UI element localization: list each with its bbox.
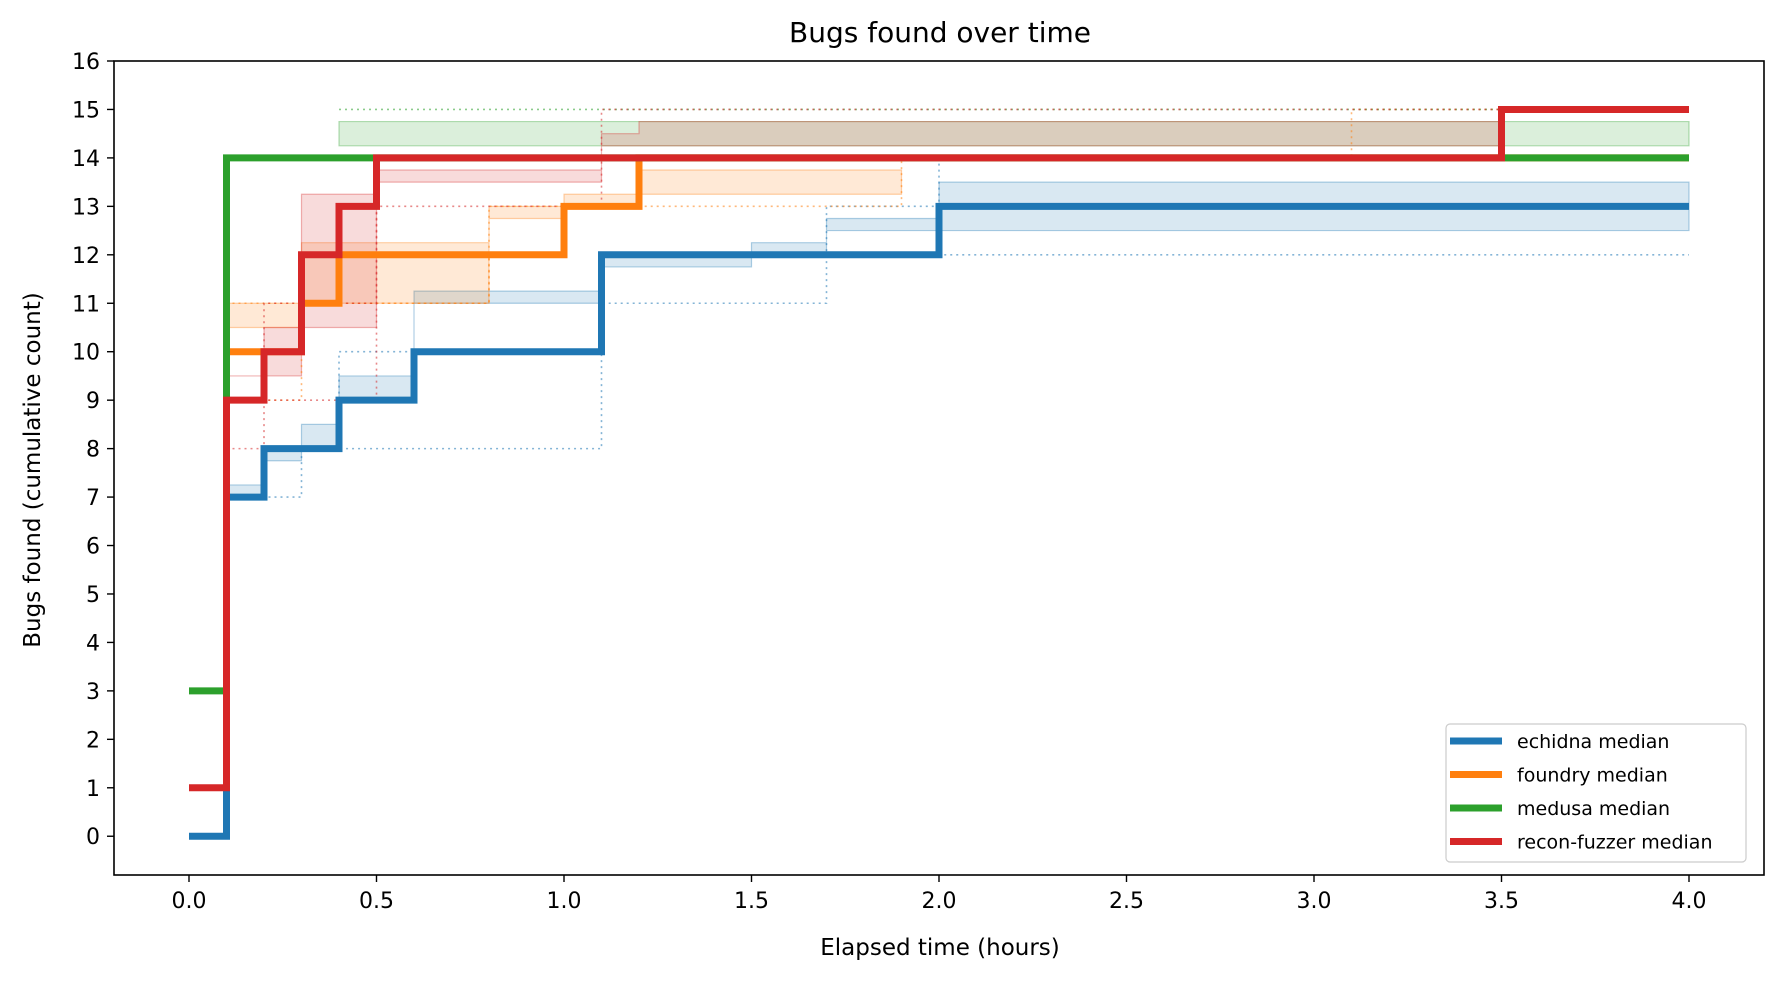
y-axis-label: Bugs found (cumulative count) — [20, 292, 46, 648]
y-tick-label: 11 — [72, 292, 100, 317]
echidna-median-max-line — [226, 157, 1689, 498]
x-axis-label: Elapsed time (hours) — [820, 935, 1060, 961]
x-tick-label: 3.0 — [1297, 889, 1332, 914]
x-tick-label: 3.5 — [1484, 889, 1519, 914]
medusa-median-iqr-band — [338, 120, 1690, 147]
legend-entries: echidna median foundry median medusa media… — [1450, 731, 1713, 854]
medusa-median-legend-label: medusa median — [1517, 798, 1670, 820]
x-tick-label: 0.0 — [172, 889, 207, 914]
y-tick-label: 0 — [86, 825, 100, 850]
foundry-median-max-line — [226, 108, 1689, 305]
y-tick-label: 13 — [72, 195, 100, 220]
x-tick-label: 0.5 — [359, 889, 394, 914]
echidna-median-legend-label: echidna median — [1517, 731, 1669, 753]
y-tick-label: 1 — [86, 777, 100, 802]
y-tick-label: 12 — [72, 244, 100, 269]
echidna-median-line — [189, 202, 1689, 840]
legend-box — [1445, 723, 1747, 863]
x-tick-label: 1.0 — [547, 889, 582, 914]
x-axis-ticks: 0.0 0.5 1.0 1.5 2.0 2.5 3.0 3.5 4.0 — [172, 875, 1707, 914]
y-tick-label: 4 — [86, 631, 100, 656]
x-tick-label: 2.0 — [922, 889, 957, 914]
y-tick-label: 6 — [86, 535, 100, 560]
y-tick-label: 8 — [86, 438, 100, 463]
x-tick-label: 2.5 — [1109, 889, 1144, 914]
x-tick-label: 1.5 — [734, 889, 769, 914]
y-tick-label: 5 — [86, 583, 100, 608]
y-tick-label: 10 — [72, 341, 100, 366]
range-bands-layer — [225, 120, 1690, 498]
x-tick-label: 4.0 — [1672, 889, 1707, 914]
echidna-median-iqr-band — [225, 181, 1690, 498]
recon-fuzzer-median-line — [189, 105, 1689, 792]
y-tick-label: 16 — [72, 50, 100, 75]
foundry-median-legend-label: foundry median — [1517, 765, 1668, 787]
median-lines-layer — [189, 105, 1689, 840]
y-tick-label: 14 — [72, 147, 100, 172]
y-tick-label: 9 — [86, 389, 100, 414]
y-tick-label: 15 — [72, 98, 100, 123]
y-tick-label: 3 — [86, 680, 100, 705]
recon-fuzzer-median-legend-label: recon-fuzzer median — [1517, 832, 1713, 854]
legend: echidna median foundry median medusa media… — [1445, 723, 1747, 863]
y-tick-label: 7 — [86, 486, 100, 511]
chart-title: Bugs found over time — [789, 16, 1091, 49]
y-tick-label: 2 — [86, 728, 100, 753]
